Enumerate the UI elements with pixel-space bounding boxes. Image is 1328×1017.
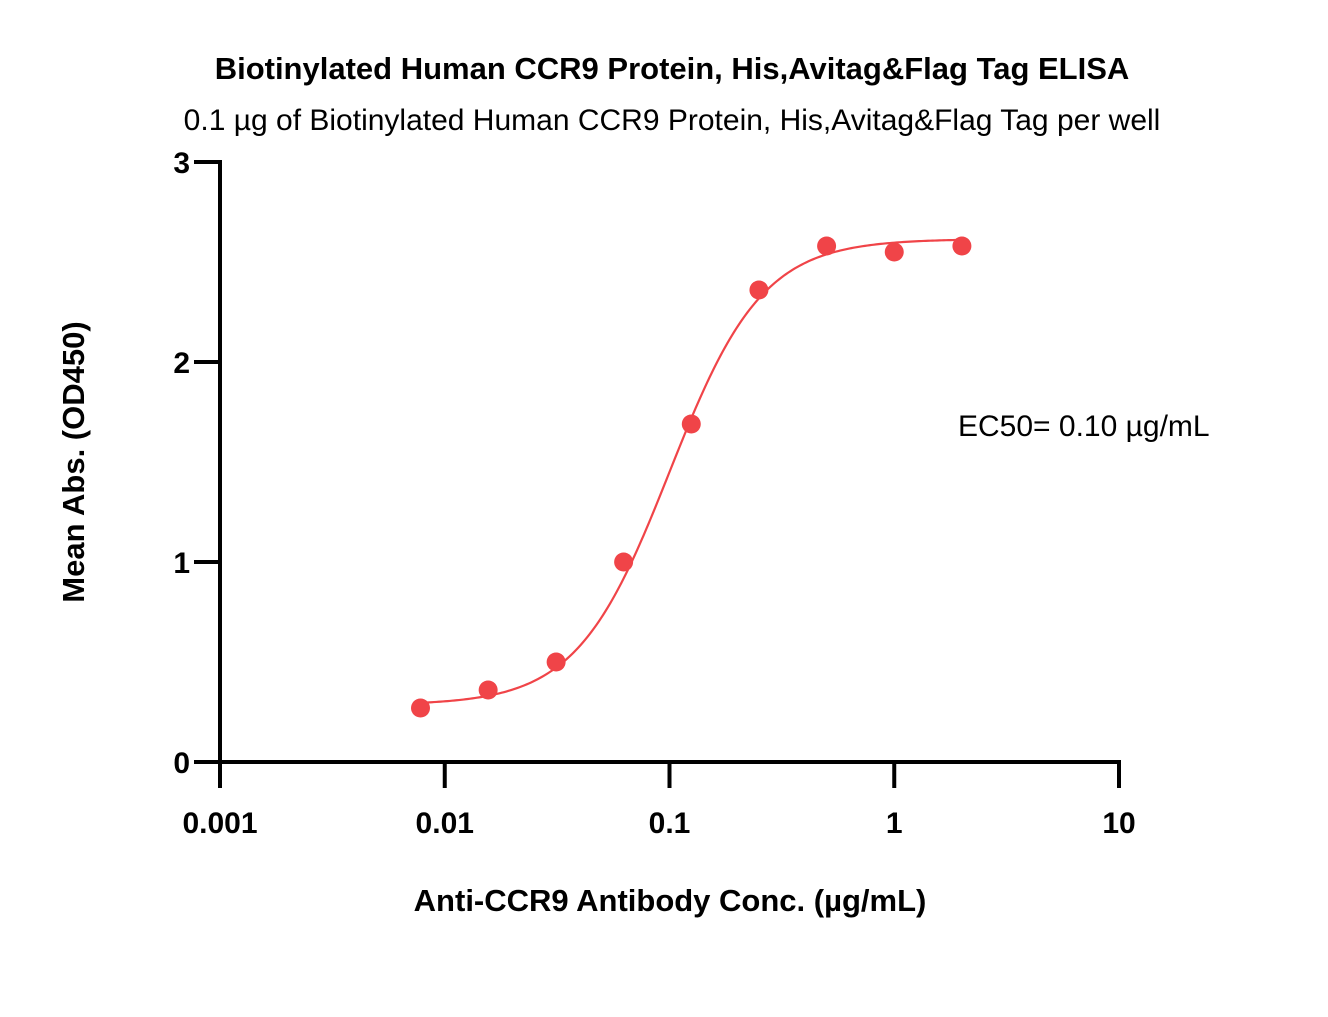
x-ticks: 0.001 0.01 0.1 1 10: [182, 762, 1136, 840]
y-tick-label: 0: [173, 747, 190, 780]
ec50-annotation: EC50= 0.10 µg/mL: [958, 410, 1210, 443]
y-tick-label: 1: [173, 547, 190, 580]
data-point: [478, 680, 498, 700]
y-tick-label: 3: [173, 147, 190, 180]
x-tick-label: 10: [1102, 807, 1135, 840]
data-points: [410, 236, 972, 718]
data-point: [681, 414, 701, 434]
data-point: [749, 280, 769, 300]
chart-subtitle: 0.1 µg of Biotinylated Human CCR9 Protei…: [184, 104, 1161, 137]
data-point: [614, 552, 634, 572]
data-point: [952, 236, 972, 256]
data-point: [410, 698, 430, 718]
fit-curve: [420, 238, 962, 704]
data-point: [546, 652, 566, 672]
y-ticks: 0 1 2 3: [173, 147, 220, 780]
data-point: [884, 242, 904, 262]
x-axis-label: Anti-CCR9 Antibody Conc. (µg/mL): [414, 883, 927, 918]
y-axis-label: Mean Abs. (OD450): [56, 321, 91, 602]
y-tick-label: 2: [173, 347, 190, 380]
data-point: [817, 236, 837, 256]
axes: [218, 160, 1121, 764]
x-tick-label: 0.001: [182, 807, 257, 840]
chart-title: Biotinylated Human CCR9 Protein, His,Avi…: [215, 51, 1130, 86]
x-tick-label: 1: [886, 807, 903, 840]
x-tick-label: 0.1: [649, 807, 691, 840]
x-tick-label: 0.01: [416, 807, 474, 840]
